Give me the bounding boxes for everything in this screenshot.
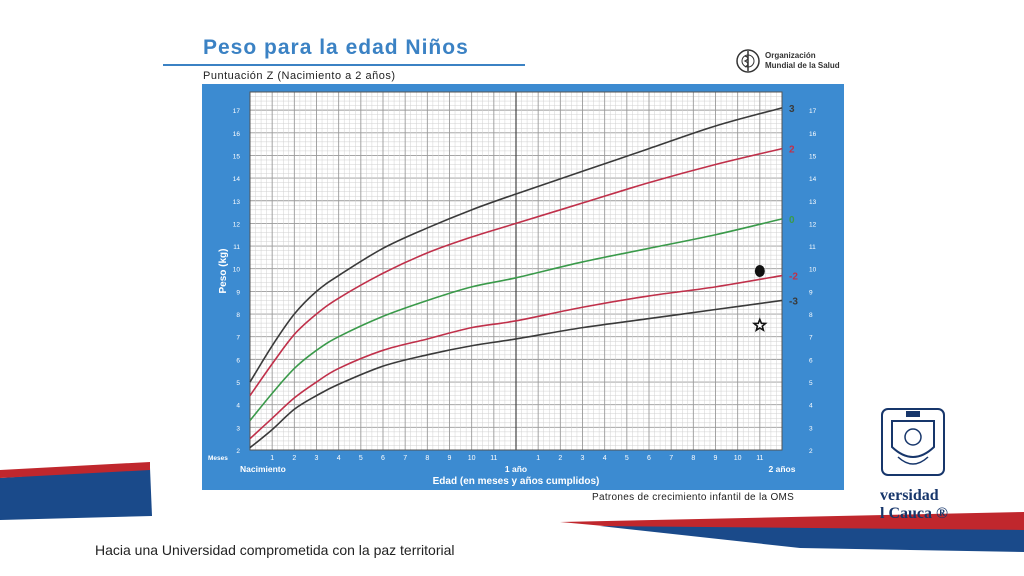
y-tick-label-right: 8 — [809, 312, 813, 319]
x-tick-label: 9 — [448, 455, 452, 462]
who-logo: Organización Mundial de la Salud — [735, 48, 840, 74]
curve-label: 3 — [789, 104, 795, 115]
x-milestone-label: 1 año — [505, 464, 527, 474]
x-tick-label: 1 — [270, 455, 274, 462]
source-note: Patrones de crecimiento infantil de la O… — [592, 492, 795, 503]
x-tick-label: 2 — [558, 455, 562, 462]
who-name: Organización Mundial de la Salud — [765, 51, 840, 71]
title-divider — [163, 64, 525, 66]
x-tick-label: 2 — [292, 455, 296, 462]
y-tick-label-left: 8 — [236, 312, 240, 319]
x-milestone-label: Nacimiento — [240, 464, 286, 474]
curve-label: -3 — [789, 296, 798, 307]
y-tick-label-right: 2 — [809, 448, 813, 455]
x-tick-label: 7 — [669, 455, 673, 462]
y-tick-label-right: 3 — [809, 425, 813, 432]
x-tick-label: 11 — [490, 455, 497, 462]
y-tick-label-left: 7 — [236, 335, 240, 342]
y-tick-label-left: 13 — [233, 199, 241, 206]
y-tick-label-right: 17 — [809, 108, 817, 115]
y-tick-label-right: 4 — [809, 403, 813, 410]
x-tick-label: 4 — [337, 455, 341, 462]
x-tick-label: 5 — [625, 455, 629, 462]
y-tick-label-right: 5 — [809, 380, 813, 387]
z-score-curve — [249, 274, 783, 440]
x-tick-label: 5 — [359, 455, 363, 462]
university-name: versidad l Cauca ® — [880, 487, 948, 523]
y-tick-label-right: 7 — [809, 335, 813, 342]
x-tick-label: 3 — [581, 455, 585, 462]
y-tick-label-left: 4 — [236, 403, 240, 410]
x-tick-label: 6 — [381, 455, 385, 462]
y-tick-label-right: 15 — [809, 153, 817, 160]
measurement-dot — [754, 265, 765, 277]
y-tick-label-right: 9 — [809, 289, 813, 296]
y-tick-label-right: 14 — [809, 176, 817, 183]
y-tick-label-left: 12 — [233, 221, 241, 228]
y-tick-label-left: 9 — [236, 289, 240, 296]
y-tick-label-left: 6 — [236, 357, 240, 364]
y-tick-label-left: 10 — [233, 267, 241, 274]
x-tick-label: 8 — [691, 455, 695, 462]
x-tick-label: 4 — [603, 455, 607, 462]
y-tick-label-left: 3 — [236, 425, 240, 432]
y-tick-label-right: 10 — [809, 267, 817, 274]
who-emblem-icon — [736, 49, 760, 73]
y-tick-label-left: 17 — [233, 108, 241, 115]
x-tick-label: 7 — [403, 455, 407, 462]
university-name-line1: versidad — [880, 487, 939, 504]
chart-subtitle: Puntuación Z (Nacimiento a 2 años) — [203, 70, 396, 82]
y-tick-label-left: 16 — [233, 131, 241, 138]
curve-label: -2 — [789, 272, 798, 283]
y-tick-label-right: 16 — [809, 131, 817, 138]
y-tick-label-left: 11 — [233, 244, 240, 251]
z-score-curve — [249, 218, 783, 422]
z-score-curve — [249, 107, 783, 383]
y-tick-label-right: 6 — [809, 357, 813, 364]
y-tick-label-left: 15 — [233, 153, 241, 160]
y-axis-label: Peso (kg) — [218, 248, 229, 293]
who-name-line1: Organización — [765, 51, 816, 60]
y-tick-label-left: 2 — [236, 448, 240, 455]
x-tick-label: 10 — [734, 455, 742, 462]
curve-label: 0 — [789, 215, 795, 226]
x-axis-label: Edad (en meses y años cumplidos) — [433, 476, 600, 487]
university-name-line2: l Cauca ® — [880, 505, 948, 522]
curve-label: 2 — [789, 145, 795, 156]
university-crest — [870, 405, 1024, 520]
plot-border — [249, 91, 783, 451]
x-tick-label: 6 — [647, 455, 651, 462]
x-tick-label: 3 — [315, 455, 319, 462]
x-tick-label: 1 — [536, 455, 540, 462]
x-tick-label: 10 — [468, 455, 476, 462]
y-tick-label-right: 13 — [809, 199, 817, 206]
x-milestone-label: 2 años — [769, 464, 796, 474]
x-tick-label: 11 — [756, 455, 763, 462]
y-tick-label-right: 12 — [809, 221, 817, 228]
y-tick-label-right: 11 — [809, 244, 816, 251]
measurement-star — [751, 317, 768, 332]
x-tick-label: 9 — [714, 455, 718, 462]
chart-panel: 2 2 3 3 4 4 5 5 6 6 7 7 8 8 9 9 10 10 11 11 12 12 13 13 14 14 15 15… — [202, 84, 844, 490]
z-score-curve — [249, 299, 783, 449]
x-unit-label: Meses — [208, 455, 228, 462]
x-tick-label: 8 — [425, 455, 429, 462]
y-tick-label-left: 14 — [233, 176, 241, 183]
who-name-line2: Mundial de la Salud — [765, 61, 840, 70]
chart-title: Peso para la edad Niños — [203, 36, 469, 59]
crest-icon — [881, 408, 945, 476]
z-score-curve — [249, 147, 783, 397]
y-tick-label-left: 5 — [236, 380, 240, 387]
slogan: Hacia una Universidad comprometida con l… — [95, 542, 455, 558]
